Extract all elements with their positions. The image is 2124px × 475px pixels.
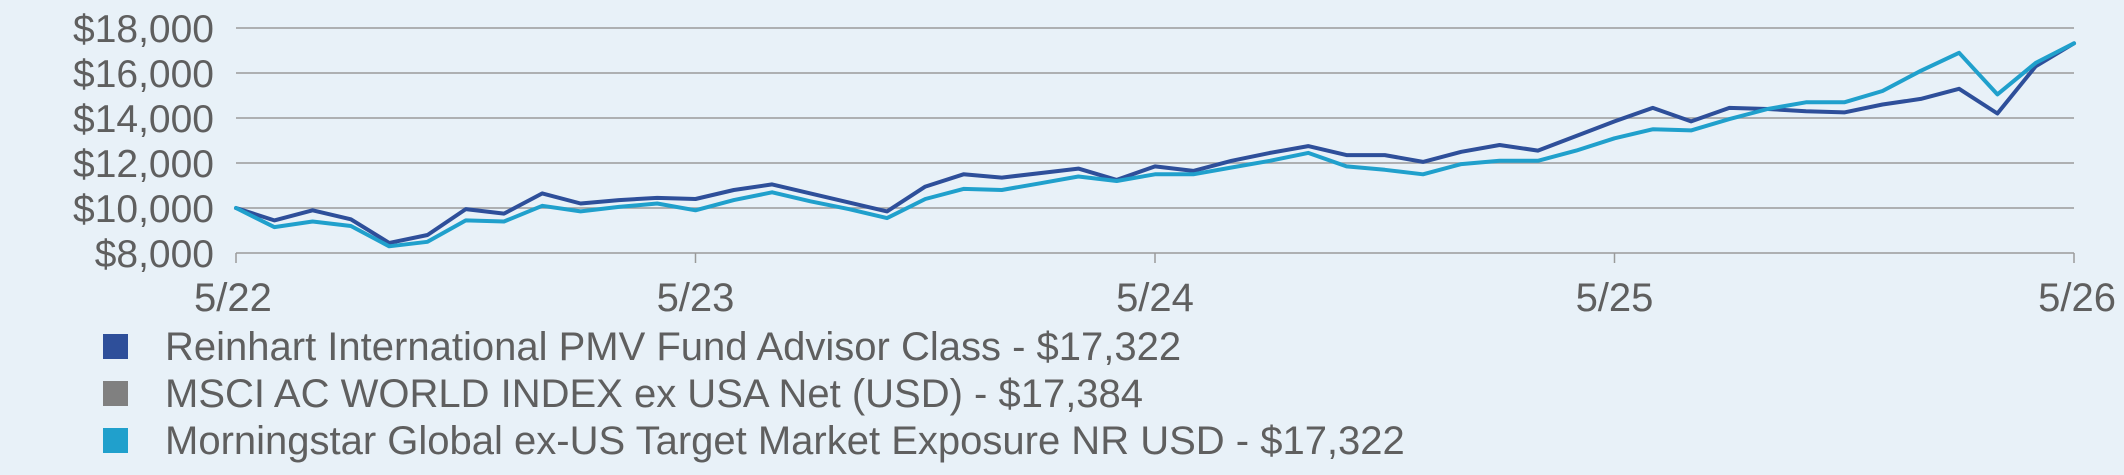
y-tick-label: $10,000 xyxy=(73,188,214,231)
x-tick-label: 5/22 xyxy=(194,276,272,320)
series-line-2 xyxy=(234,41,2076,249)
legend-swatch-0 xyxy=(103,334,128,359)
legend-label-1: MSCI AC WORLD INDEX ex USA Net (USD) - $… xyxy=(165,372,1143,416)
y-tick-label: $14,000 xyxy=(73,98,214,141)
legend: Reinhart International PMV Fund Advisor … xyxy=(103,325,1405,463)
legend-label-2: Morningstar Global ex-US Target Market E… xyxy=(165,419,1405,463)
y-axis-labels: $8,000$10,000$12,000$14,000$16,000$18,00… xyxy=(73,8,214,276)
x-axis-labels: 5/22 5/23 5/24 5/25 5/26 xyxy=(194,276,2116,320)
y-tick-label: $16,000 xyxy=(73,53,214,96)
y-tick-label: $18,000 xyxy=(73,8,214,51)
y-tick-label: $12,000 xyxy=(73,143,214,186)
x-tick-label: 5/23 xyxy=(657,276,735,320)
x-tick-label: 5/26 xyxy=(2038,276,2116,320)
series-layer xyxy=(234,41,2076,249)
x-tick-label: 5/25 xyxy=(1576,276,1654,320)
x-tick-label: 5/24 xyxy=(1116,276,1194,320)
legend-label-0: Reinhart International PMV Fund Advisor … xyxy=(165,325,1181,369)
legend-swatch-1 xyxy=(103,381,128,406)
legend-swatch-2 xyxy=(103,428,128,453)
x-axis-ticks xyxy=(235,253,2075,263)
y-tick-label: $8,000 xyxy=(95,233,214,276)
grid-layer xyxy=(236,27,2074,254)
